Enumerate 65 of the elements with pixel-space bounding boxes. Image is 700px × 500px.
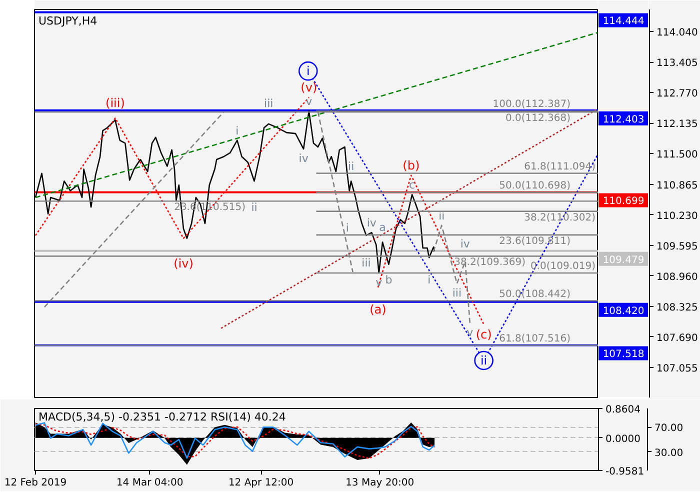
ref-line-label: 110.699 bbox=[602, 196, 644, 208]
annotation: i bbox=[236, 124, 239, 138]
data-label: (b) bbox=[402, 158, 420, 172]
data-label: (v) bbox=[300, 80, 318, 94]
annotation: v bbox=[376, 276, 383, 289]
annotation: a bbox=[379, 221, 386, 234]
annotation: iv bbox=[298, 152, 309, 165]
y-tick-label: 114.040 bbox=[656, 28, 698, 39]
y-tick-label: 112.135 bbox=[656, 119, 698, 130]
annotation: iv bbox=[460, 237, 470, 250]
y-tick-label: 113.405 bbox=[656, 58, 698, 70]
series-label: 61.8(107.516) bbox=[499, 333, 571, 344]
x-tick-label: 14 Mar 04:00 bbox=[116, 478, 184, 488]
series-label: 0.0(109.019) bbox=[530, 261, 596, 272]
annotation: iii bbox=[452, 286, 462, 300]
annotation: ii bbox=[438, 209, 445, 222]
y-tick-label: -0.9581 bbox=[606, 466, 644, 478]
annotation: i bbox=[346, 221, 349, 234]
ref-line-label: 114.444 bbox=[602, 16, 644, 28]
annotation: iii bbox=[264, 96, 274, 110]
series-label: 100.0(112.387) bbox=[492, 99, 571, 110]
x-tick-label: 12 Apr 12:00 bbox=[228, 478, 294, 488]
y-tick-label: 107.055 bbox=[656, 363, 698, 374]
data-label: ii bbox=[480, 353, 488, 368]
annotation: ii bbox=[251, 201, 258, 214]
y2-tick-label: 30.00 bbox=[654, 448, 684, 459]
annotation: c bbox=[409, 178, 416, 192]
y-tick-label: 110.865 bbox=[656, 180, 698, 192]
annotation: ii bbox=[348, 160, 354, 174]
data-label: (c) bbox=[476, 327, 492, 342]
y-tick-label: 112.770 bbox=[656, 88, 698, 100]
y-tick-label: 110.230 bbox=[656, 210, 698, 222]
series-label: 50.0(108.442) bbox=[499, 288, 571, 300]
chart-title: MACD(5,34,5) -0.2351 -0.2712 RSI(14) 40.24 bbox=[38, 410, 286, 424]
series-label: 23.6(109.811) bbox=[499, 236, 571, 247]
ref-line-label: 109.479 bbox=[602, 254, 644, 266]
y-tick-label: 108.960 bbox=[656, 272, 698, 283]
annotation: v bbox=[466, 326, 474, 339]
y2-tick-label: 70.00 bbox=[654, 423, 684, 434]
annotation: i bbox=[428, 274, 431, 287]
annotation: iv bbox=[366, 216, 377, 230]
ref-line-label: 107.518 bbox=[602, 349, 644, 360]
data-label: (a) bbox=[370, 302, 386, 316]
series-label: 50.0(110.698) bbox=[499, 180, 571, 192]
series-label: 38.2(110.302) bbox=[524, 212, 596, 224]
ref-line-label: 108.420 bbox=[602, 306, 644, 317]
y-tick-label: 111.500 bbox=[656, 150, 698, 161]
x-tick-label: 12 Feb 2019 bbox=[4, 478, 67, 488]
data-label: (iii) bbox=[106, 96, 125, 110]
x-tick-label: 13 May 20:00 bbox=[346, 478, 414, 488]
series-label: 61.8(111.094) bbox=[524, 161, 596, 172]
ref-line-label: 112.403 bbox=[602, 114, 644, 126]
y-tick-label: 0.8604 bbox=[606, 404, 640, 416]
y-tick-label: 107.690 bbox=[656, 332, 698, 344]
annotation: v bbox=[306, 94, 313, 108]
y-tick-label: 109.595 bbox=[656, 241, 698, 252]
y-tick-label: 108.325 bbox=[656, 302, 698, 314]
annotation: b bbox=[385, 273, 392, 286]
annotation: iii bbox=[362, 256, 371, 270]
text: USDJPY,H4 bbox=[38, 14, 98, 28]
series-label: 38.2(109.369) bbox=[454, 257, 526, 268]
series-label: 0.0(112.368) bbox=[505, 113, 571, 124]
data-label: (iv) bbox=[174, 256, 194, 270]
data-label: i bbox=[306, 64, 310, 78]
y-tick-label: 0.0000 bbox=[606, 434, 640, 445]
